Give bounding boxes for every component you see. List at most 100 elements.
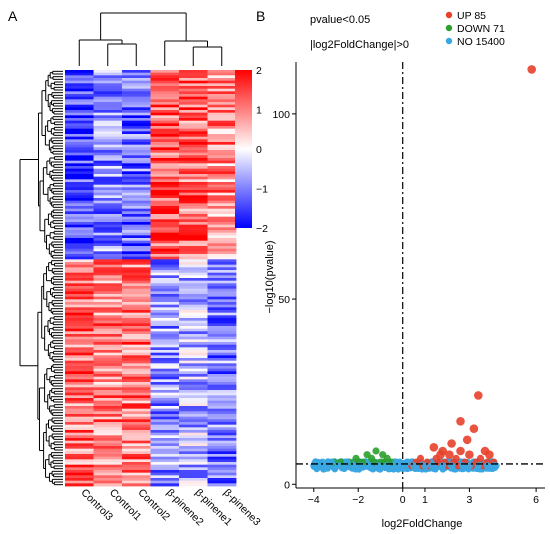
heatmap-cell <box>65 350 94 354</box>
heatmap-cell <box>122 478 151 482</box>
heatmap-cell <box>122 222 151 226</box>
heatmap-cell <box>122 150 151 154</box>
x-tick-label: −2 <box>352 494 364 506</box>
heatmap-cell <box>150 190 180 194</box>
heatmap-cell <box>65 358 94 362</box>
heatmap-cell <box>179 446 208 450</box>
heatmap-cell <box>93 248 123 252</box>
heatmap-cell <box>93 443 123 447</box>
heatmap-cell <box>207 211 237 215</box>
heatmap-cell <box>65 232 94 236</box>
heatmap-cell <box>179 155 208 159</box>
heatmap-cell <box>93 307 123 311</box>
heatmap-cell <box>179 334 208 338</box>
heatmap-cell <box>150 104 180 108</box>
heatmap-cell <box>207 206 237 210</box>
heatmap-cell <box>207 78 237 82</box>
heatmap-cell <box>207 480 237 484</box>
heatmap-cell <box>179 240 208 244</box>
row-dendrogram <box>19 70 63 486</box>
heatmap-cell <box>65 446 94 450</box>
heatmap-cell <box>65 323 94 327</box>
heatmap-cell <box>65 211 94 215</box>
heatmap-cell <box>207 331 237 335</box>
heatmap-cell <box>93 216 123 220</box>
heatmap-cell <box>93 448 123 452</box>
heatmap-cell <box>179 435 208 439</box>
heatmap-cell <box>179 411 208 415</box>
heatmap-cell <box>122 459 151 463</box>
heatmap-cell <box>93 208 123 212</box>
colorbar-tick-label: 1 <box>256 105 262 117</box>
heatmap-cell <box>122 454 151 458</box>
heatmap-cell <box>65 91 94 95</box>
heatmap-cell <box>207 360 237 364</box>
heatmap-cell <box>179 462 208 466</box>
heatmap-cell <box>207 403 237 407</box>
heatmap-cell <box>65 294 94 298</box>
heatmap-cell <box>93 294 123 298</box>
heatmap-cell <box>122 75 151 79</box>
heatmap-cell <box>207 216 237 220</box>
heatmap-cell <box>93 315 123 319</box>
panel-label-a: A <box>8 8 18 24</box>
heatmap-cell <box>179 427 208 431</box>
heatmap-cell <box>207 451 237 455</box>
heatmap-cell <box>122 286 151 290</box>
heatmap-cell <box>65 435 94 439</box>
heatmap-cell <box>65 123 94 127</box>
heatmap-cell <box>122 179 151 183</box>
heatmap-cell <box>122 419 151 423</box>
heatmap-cell <box>65 219 94 223</box>
heatmap-cell <box>207 99 237 103</box>
heatmap-cell <box>122 91 151 95</box>
heatmap-cell <box>179 203 208 207</box>
heatmap-cell <box>93 200 123 204</box>
heatmap-cell <box>179 414 208 418</box>
heatmap-cell <box>65 259 94 263</box>
heatmap-cell <box>93 438 123 442</box>
heatmap-cell <box>65 456 94 460</box>
heatmap-cell <box>122 416 151 420</box>
heatmap-cell <box>122 344 151 348</box>
heatmap-cell <box>122 144 151 148</box>
heatmap-cell <box>65 371 94 375</box>
heatmap-cell <box>179 70 208 74</box>
heatmap-cell <box>65 174 94 178</box>
heatmap-cell <box>93 347 123 351</box>
heatmap-cell <box>93 264 123 268</box>
heatmap-cell <box>207 264 237 268</box>
heatmap-cell <box>65 398 94 402</box>
heatmap-cell <box>122 320 151 324</box>
heatmap-cell <box>150 150 180 154</box>
heatmap-cell <box>93 190 123 194</box>
heatmap-cell <box>179 107 208 111</box>
heatmap-cell <box>93 422 123 426</box>
heatmap-cell <box>207 112 237 116</box>
heatmap-cell <box>179 294 208 298</box>
heatmap-cell <box>65 395 94 399</box>
heatmap-cell <box>93 155 123 159</box>
heatmap-cell <box>65 152 94 156</box>
heatmap-cell <box>207 456 237 460</box>
heatmap-cell <box>207 387 237 391</box>
heatmap-cell <box>93 432 123 436</box>
heatmap-cell <box>65 107 94 111</box>
heatmap-cell <box>207 86 237 90</box>
heatmap-cell <box>179 171 208 175</box>
heatmap-cell <box>93 312 123 316</box>
heatmap-cell <box>207 278 237 282</box>
heatmap-cell <box>150 238 180 242</box>
heatmap-cell <box>93 390 123 394</box>
heatmap-cell <box>179 208 208 212</box>
heatmap-cell <box>207 384 237 388</box>
heatmap-cell <box>93 459 123 463</box>
heatmap-cell <box>65 320 94 324</box>
heatmap-cell <box>207 382 237 386</box>
heatmap-cell <box>179 80 208 84</box>
heatmap-cell <box>65 374 94 378</box>
heatmap-cell <box>150 310 180 314</box>
heatmap-cell <box>93 480 123 484</box>
heatmap-cell <box>122 120 151 124</box>
